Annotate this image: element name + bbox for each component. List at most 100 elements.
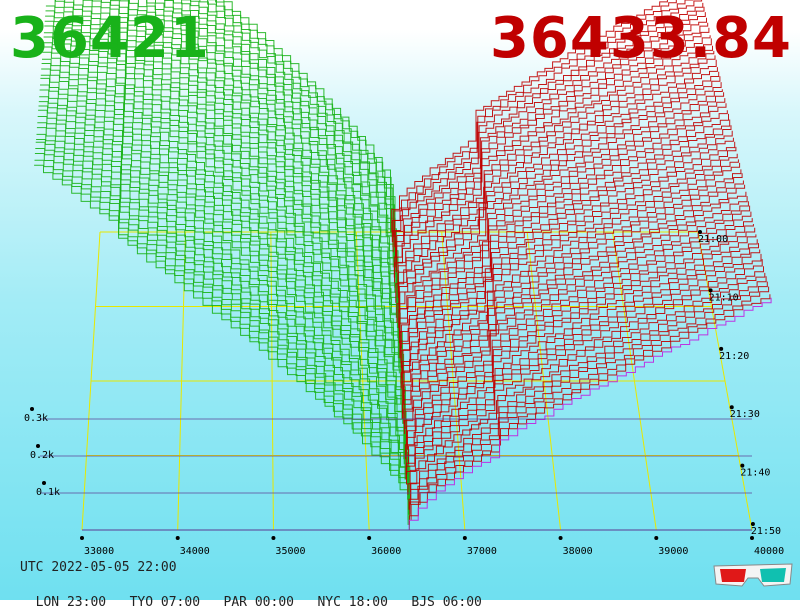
bid-depth-line (45, 10, 402, 384)
bid-depth-line (34, 164, 410, 530)
z-tick-label: 0.1k (36, 487, 60, 498)
ask-depth-line (396, 76, 721, 323)
bid-depth-line (36, 139, 411, 505)
ask-depth-line (398, 67, 718, 313)
ask-depth-line (407, 259, 763, 495)
bid-depth-line (42, 51, 404, 424)
ask-depth-line (400, 119, 731, 364)
time-tick-label: 21:50 (751, 526, 781, 537)
bid-depth-line (181, 0, 394, 268)
ask-depth-line (406, 201, 749, 440)
bid-depth-line (39, 89, 405, 460)
x-tick-label: 40000 (754, 546, 784, 557)
bid-depth-line (73, 0, 399, 359)
z-tick-mark (42, 481, 46, 485)
bid-depth-line (146, 0, 397, 298)
ask-depth-line (400, 103, 727, 349)
ask-depth-line (394, 35, 711, 283)
time-tick-mark (708, 288, 713, 293)
bid-depth-line (38, 105, 407, 475)
time-tick-label: 21:20 (719, 351, 749, 362)
ask-depth-line (393, 27, 710, 278)
bid-depth-line (173, 0, 396, 273)
bid-depth-line (223, 0, 391, 232)
bid-depth-line (190, 0, 394, 258)
market-city: LON (35, 595, 60, 610)
x-tick-mark (654, 536, 659, 540)
bid-depth-line (43, 42, 404, 414)
ask-depth-line (403, 169, 742, 409)
x-tick-mark (80, 536, 84, 540)
market-time: 23:00 (66, 595, 107, 610)
bid-depth-line (35, 148, 410, 515)
ask-depth-line (408, 276, 767, 510)
utc-datetime: 2022-05-05 22:00 (51, 560, 177, 575)
x-tick-mark (462, 536, 467, 540)
ask-depth-line (402, 180, 744, 419)
bid-depth-line (41, 68, 406, 440)
bid-depth-line (215, 0, 392, 238)
ask-depth-line (396, 12, 706, 263)
ask-depth-line (400, 110, 728, 354)
ask-depth-line (401, 137, 734, 379)
ask-depth-line (395, 17, 707, 268)
ask-depth-line (395, 22, 709, 273)
ask-depth-line (400, 146, 737, 389)
ask-depth-line (407, 211, 752, 450)
grid-line (355, 231, 370, 531)
bid-depth-line (100, 0, 399, 339)
bid-depth-line (54, 0, 400, 374)
z-tick-mark (30, 407, 34, 411)
ask-depth-line (397, 38, 712, 288)
bid-depth-line (38, 109, 406, 480)
x-tick-label: 35000 (275, 546, 305, 557)
ask-depth-line (399, 71, 720, 318)
grid-line (81, 231, 101, 531)
time-tick-mark (729, 405, 734, 410)
ask-depth-line (395, 6, 705, 258)
ask-depth-line (398, 82, 722, 328)
market-time-tyo: TYO 07:00 (130, 595, 200, 610)
time-tick-label: 21:30 (730, 409, 760, 420)
utc-time: UTC 2022-05-05 22:00 (20, 560, 177, 575)
bid-depth-line (82, 0, 401, 354)
bid-depth-line (207, 0, 394, 248)
ask-depth-line (408, 297, 772, 530)
3d-glasses-icon[interactable] (712, 560, 794, 590)
ask-depth-line (403, 162, 741, 404)
x-tick-label: 38000 (563, 546, 593, 557)
chart-grid (81, 231, 753, 531)
ask-depth-line (395, 55, 716, 303)
bid-depth-line (164, 0, 397, 283)
utc-label: UTC (20, 560, 44, 575)
market-time: 00:00 (254, 595, 294, 610)
ask-depth-line (393, 0, 677, 238)
ask-depth-line (403, 153, 738, 394)
ask-depth-line (404, 224, 754, 460)
time-tick-mark (698, 230, 702, 234)
x-tick-label: 33000 (84, 546, 114, 557)
bid-depth-line (55, 0, 400, 369)
z-tick-mark (36, 444, 40, 448)
time-tick-mark (750, 522, 755, 527)
ask-depth-line (397, 45, 713, 293)
x-tick-mark (750, 536, 754, 540)
chart-base-lines (40, 418, 752, 531)
z-tick-label: 0.2k (30, 450, 54, 461)
bid-depth-line (37, 122, 410, 490)
grid-line (697, 231, 753, 531)
ask-depth-line (398, 92, 725, 339)
ask-depth-line (401, 141, 736, 384)
market-city: TYO (129, 595, 154, 610)
grid-line (441, 231, 466, 531)
market-city: BJS (411, 595, 435, 610)
bid-depth-line (64, 0, 401, 364)
ask-depth-line (406, 249, 761, 485)
ask-depth-line (406, 218, 753, 455)
ask-depth-line (400, 125, 732, 369)
x-tick-label: 34000 (180, 546, 210, 557)
bid-depth-line (119, 0, 400, 323)
ask-depth-line (399, 89, 723, 333)
ask-depth-line (405, 243, 759, 480)
x-tick-label: 37000 (467, 546, 497, 557)
